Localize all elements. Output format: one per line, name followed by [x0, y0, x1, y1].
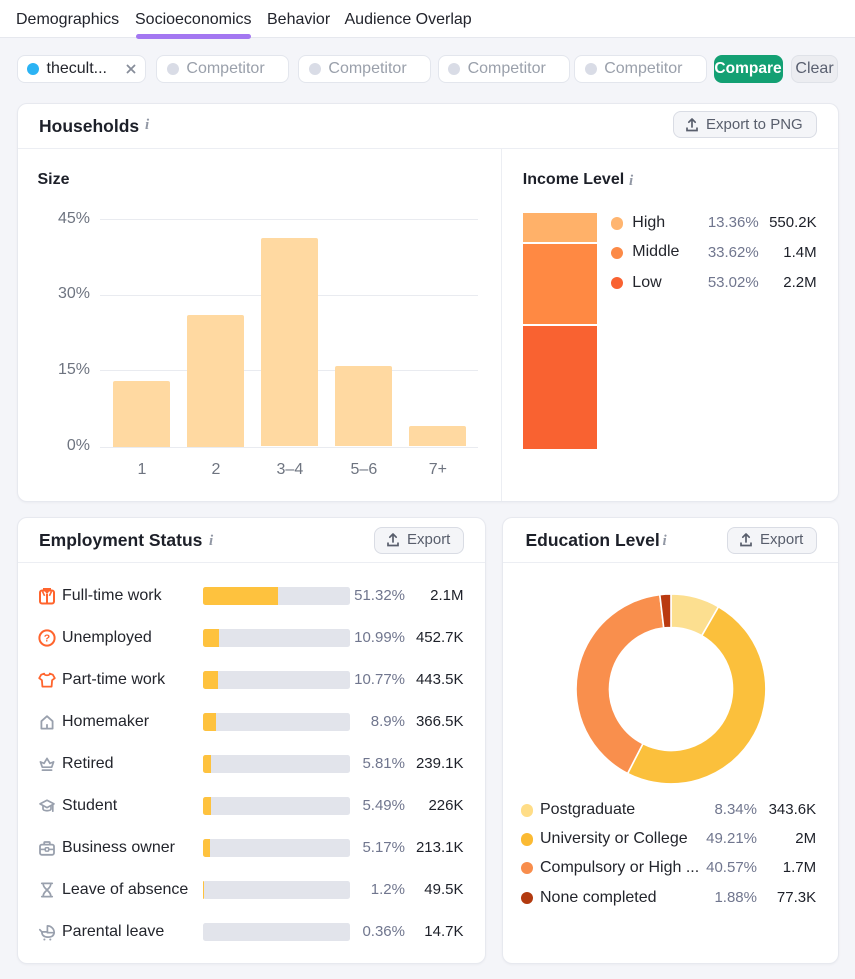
svg-text:?: ? — [44, 633, 50, 645]
